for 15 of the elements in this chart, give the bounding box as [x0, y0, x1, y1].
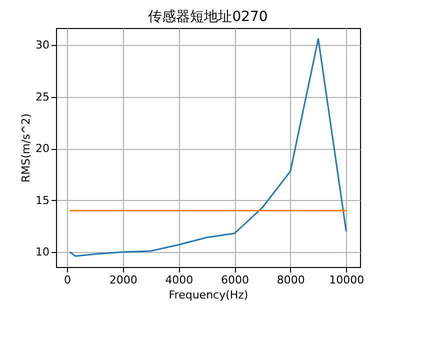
chart-title: 传感器短地址0270: [148, 9, 268, 25]
x-tick-label: 6000: [221, 274, 250, 286]
line-series: [69, 38, 347, 257]
y-tick-label: 15: [36, 194, 50, 207]
y-tick-label: 30: [36, 38, 50, 52]
x-tick-label: 8000: [276, 274, 305, 286]
y-tick-label: 10: [36, 246, 50, 258]
y-tick-label: 25: [36, 90, 50, 104]
y-tick-label: 20: [36, 142, 50, 156]
x-tick-label: 2000: [109, 274, 138, 286]
y-axis-title: RMS(m/s^2): [20, 113, 33, 183]
x-axis-title: Frequency(Hz): [168, 288, 248, 302]
x-tick-label: 10000: [329, 274, 364, 286]
x-tick-label: 0: [64, 274, 72, 286]
x-tick-label: 4000: [165, 274, 194, 286]
